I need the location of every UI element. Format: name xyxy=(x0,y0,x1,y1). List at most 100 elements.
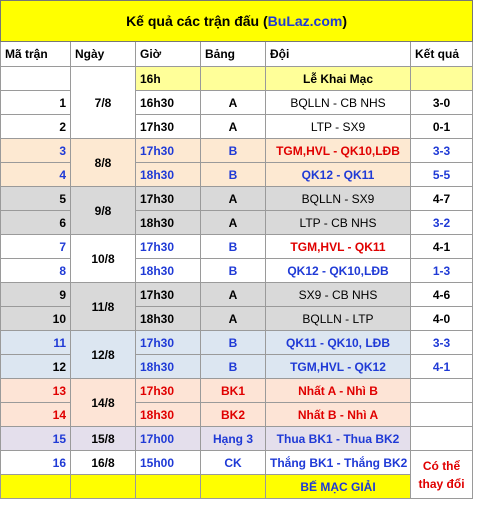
result-cell xyxy=(409,66,474,91)
group-cell: B xyxy=(200,138,266,163)
match-cell: BQLLN - CB NHS xyxy=(265,90,411,115)
data-row: 13 14/8 17h30 BK1 Nhất A - Nhì B xyxy=(0,378,474,427)
date-cell: 12/8 xyxy=(70,330,136,379)
data-row: 6 18h30 A LTP - CB NHS 3-2 xyxy=(0,210,474,235)
date-cell: 8/8 xyxy=(70,138,136,187)
result-cell: 3-3 xyxy=(409,138,474,163)
match-cell: QK12 - QK11 xyxy=(265,162,411,187)
result-cell: 4-7 xyxy=(409,186,474,211)
id-cell xyxy=(0,474,71,499)
id-cell: 11 xyxy=(0,330,71,355)
result-cell xyxy=(409,378,474,403)
time-cell: 17h30 xyxy=(135,114,201,139)
match-cell: TGM,HVL - QK12 xyxy=(265,354,411,379)
group-cell: B xyxy=(200,162,266,187)
match-cell: Nhất B - Nhì A xyxy=(265,402,411,427)
match-cell: QK12 - QK10,LĐB xyxy=(265,258,411,283)
result-cell: 5-5 xyxy=(409,162,474,187)
data-row: 9 11/8 17h30 A SX9 - CB NHS 4-6 xyxy=(0,282,474,331)
data-row: 7/8 16h Lễ Khai Mạc xyxy=(0,66,474,139)
column-header: Kết quả xyxy=(409,41,474,67)
title: Kế quả các trận đấu ( xyxy=(126,13,268,29)
time-cell: 18h30 xyxy=(135,210,201,235)
time-cell: 17h30 xyxy=(135,378,201,403)
time-cell: 16h30 xyxy=(135,90,201,115)
id-cell: 1 xyxy=(0,90,71,115)
id-cell: 3 xyxy=(0,138,71,163)
column-header: Mã trận xyxy=(0,41,71,67)
match-cell: Nhất A - Nhì B xyxy=(265,378,411,403)
result-cell: 4-1 xyxy=(409,354,474,379)
date-cell: 15/8 xyxy=(70,426,136,451)
match-cell: Lễ Khai Mạc xyxy=(265,66,411,91)
group-cell xyxy=(200,474,266,499)
results-table: Kế quả các trận đấu (BuLaz.com) Mã trận N… xyxy=(0,0,474,499)
id-cell xyxy=(0,66,71,91)
group-cell: BK2 xyxy=(200,402,266,427)
data-row: 12 18h30 B TGM,HVL - QK12 4-1 xyxy=(0,354,474,379)
data-row: 2 17h30 A LTP - SX9 0-1 xyxy=(0,114,474,139)
match-cell: QK11 - QK10, LĐB xyxy=(265,330,411,355)
time-cell: 18h30 xyxy=(135,258,201,283)
header-row: Mã trận Ngày Giờ Bảng Đội Kết quả xyxy=(0,41,474,67)
date-cell: 14/8 xyxy=(70,378,136,427)
group-cell: A xyxy=(200,306,266,331)
id-cell: 6 xyxy=(0,210,71,235)
id-cell: 5 xyxy=(0,186,71,211)
match-cell: BQLLN - LTP xyxy=(265,306,411,331)
result-cell: 3-3 xyxy=(409,330,474,355)
title-row: Kế quả các trận đấu (BuLaz.com) xyxy=(0,0,474,42)
data-row: 1 16h30 A BQLLN - CB NHS 3-0 xyxy=(0,90,474,115)
column-header: Bảng xyxy=(200,41,266,67)
data-row: BẾ MẠC GIẢI xyxy=(0,474,473,499)
time-cell: 17h00 xyxy=(135,426,201,451)
date-cell xyxy=(70,474,136,499)
data-row: 11 12/8 17h30 B QK11 - QK10, LĐB 3-3 xyxy=(0,330,474,379)
date-cell: 10/8 xyxy=(70,234,136,283)
group-cell: BK1 xyxy=(200,378,266,403)
group-cell: A xyxy=(200,114,266,139)
id-cell: 10 xyxy=(0,306,71,331)
result-cell: 4-1 xyxy=(409,234,474,259)
id-cell: 2 xyxy=(0,114,71,139)
group-cell xyxy=(200,66,266,91)
result-cell: 0-1 xyxy=(409,114,474,139)
data-row: 15 15/8 17h00 Hạng 3 Thua BK1 - Thua BK2 xyxy=(0,426,474,451)
result-cell: 4-6 xyxy=(409,282,474,307)
column-header: Giờ xyxy=(135,41,201,67)
column-header: Ngày xyxy=(70,41,136,67)
group-cell: B xyxy=(200,258,266,283)
id-cell: 8 xyxy=(0,258,71,283)
match-cell: BẾ MẠC GIẢI xyxy=(265,474,411,499)
date-cell: 7/8 xyxy=(70,66,136,139)
time-cell: 18h30 xyxy=(135,306,201,331)
time-cell: 18h30 xyxy=(135,354,201,379)
group-cell: A xyxy=(200,210,266,235)
result-cell: Có thể thay đổi xyxy=(409,450,474,499)
group-cell: CK xyxy=(200,450,266,475)
group-cell: B xyxy=(200,234,266,259)
date-cell: 9/8 xyxy=(70,186,136,235)
title-link: BuLaz.com xyxy=(267,13,343,29)
result-cell: 3-0 xyxy=(409,90,474,115)
id-cell: 7 xyxy=(0,234,71,259)
data-row: 5 9/8 17h30 A BQLLN - SX9 4-7 xyxy=(0,186,474,235)
result-cell xyxy=(409,426,474,451)
match-cell: TGM,HVL - QK11 xyxy=(265,234,411,259)
time-cell: 17h30 xyxy=(135,186,201,211)
match-cell: SX9 - CB NHS xyxy=(265,282,411,307)
time-cell: 17h30 xyxy=(135,234,201,259)
time-cell: 15h00 xyxy=(135,450,201,475)
group-cell: B xyxy=(200,330,266,355)
data-row: 4 18h30 B QK12 - QK11 5-5 xyxy=(0,162,474,187)
result-cell: 1-3 xyxy=(409,258,474,283)
id-cell: 15 xyxy=(0,426,71,451)
table-body: Kế quả các trận đấu (BuLaz.com) Mã trận N… xyxy=(0,0,474,499)
result-cell: 4-0 xyxy=(409,306,474,331)
id-cell: 16 xyxy=(0,450,71,475)
match-cell: Thua BK1 - Thua BK2 xyxy=(265,426,411,451)
id-cell: 12 xyxy=(0,354,71,379)
time-cell: 18h30 xyxy=(135,402,201,427)
data-row: 16 16/8 15h00 CK Thắng BK1 - Thắng BK2 Có thể… xyxy=(0,450,474,499)
